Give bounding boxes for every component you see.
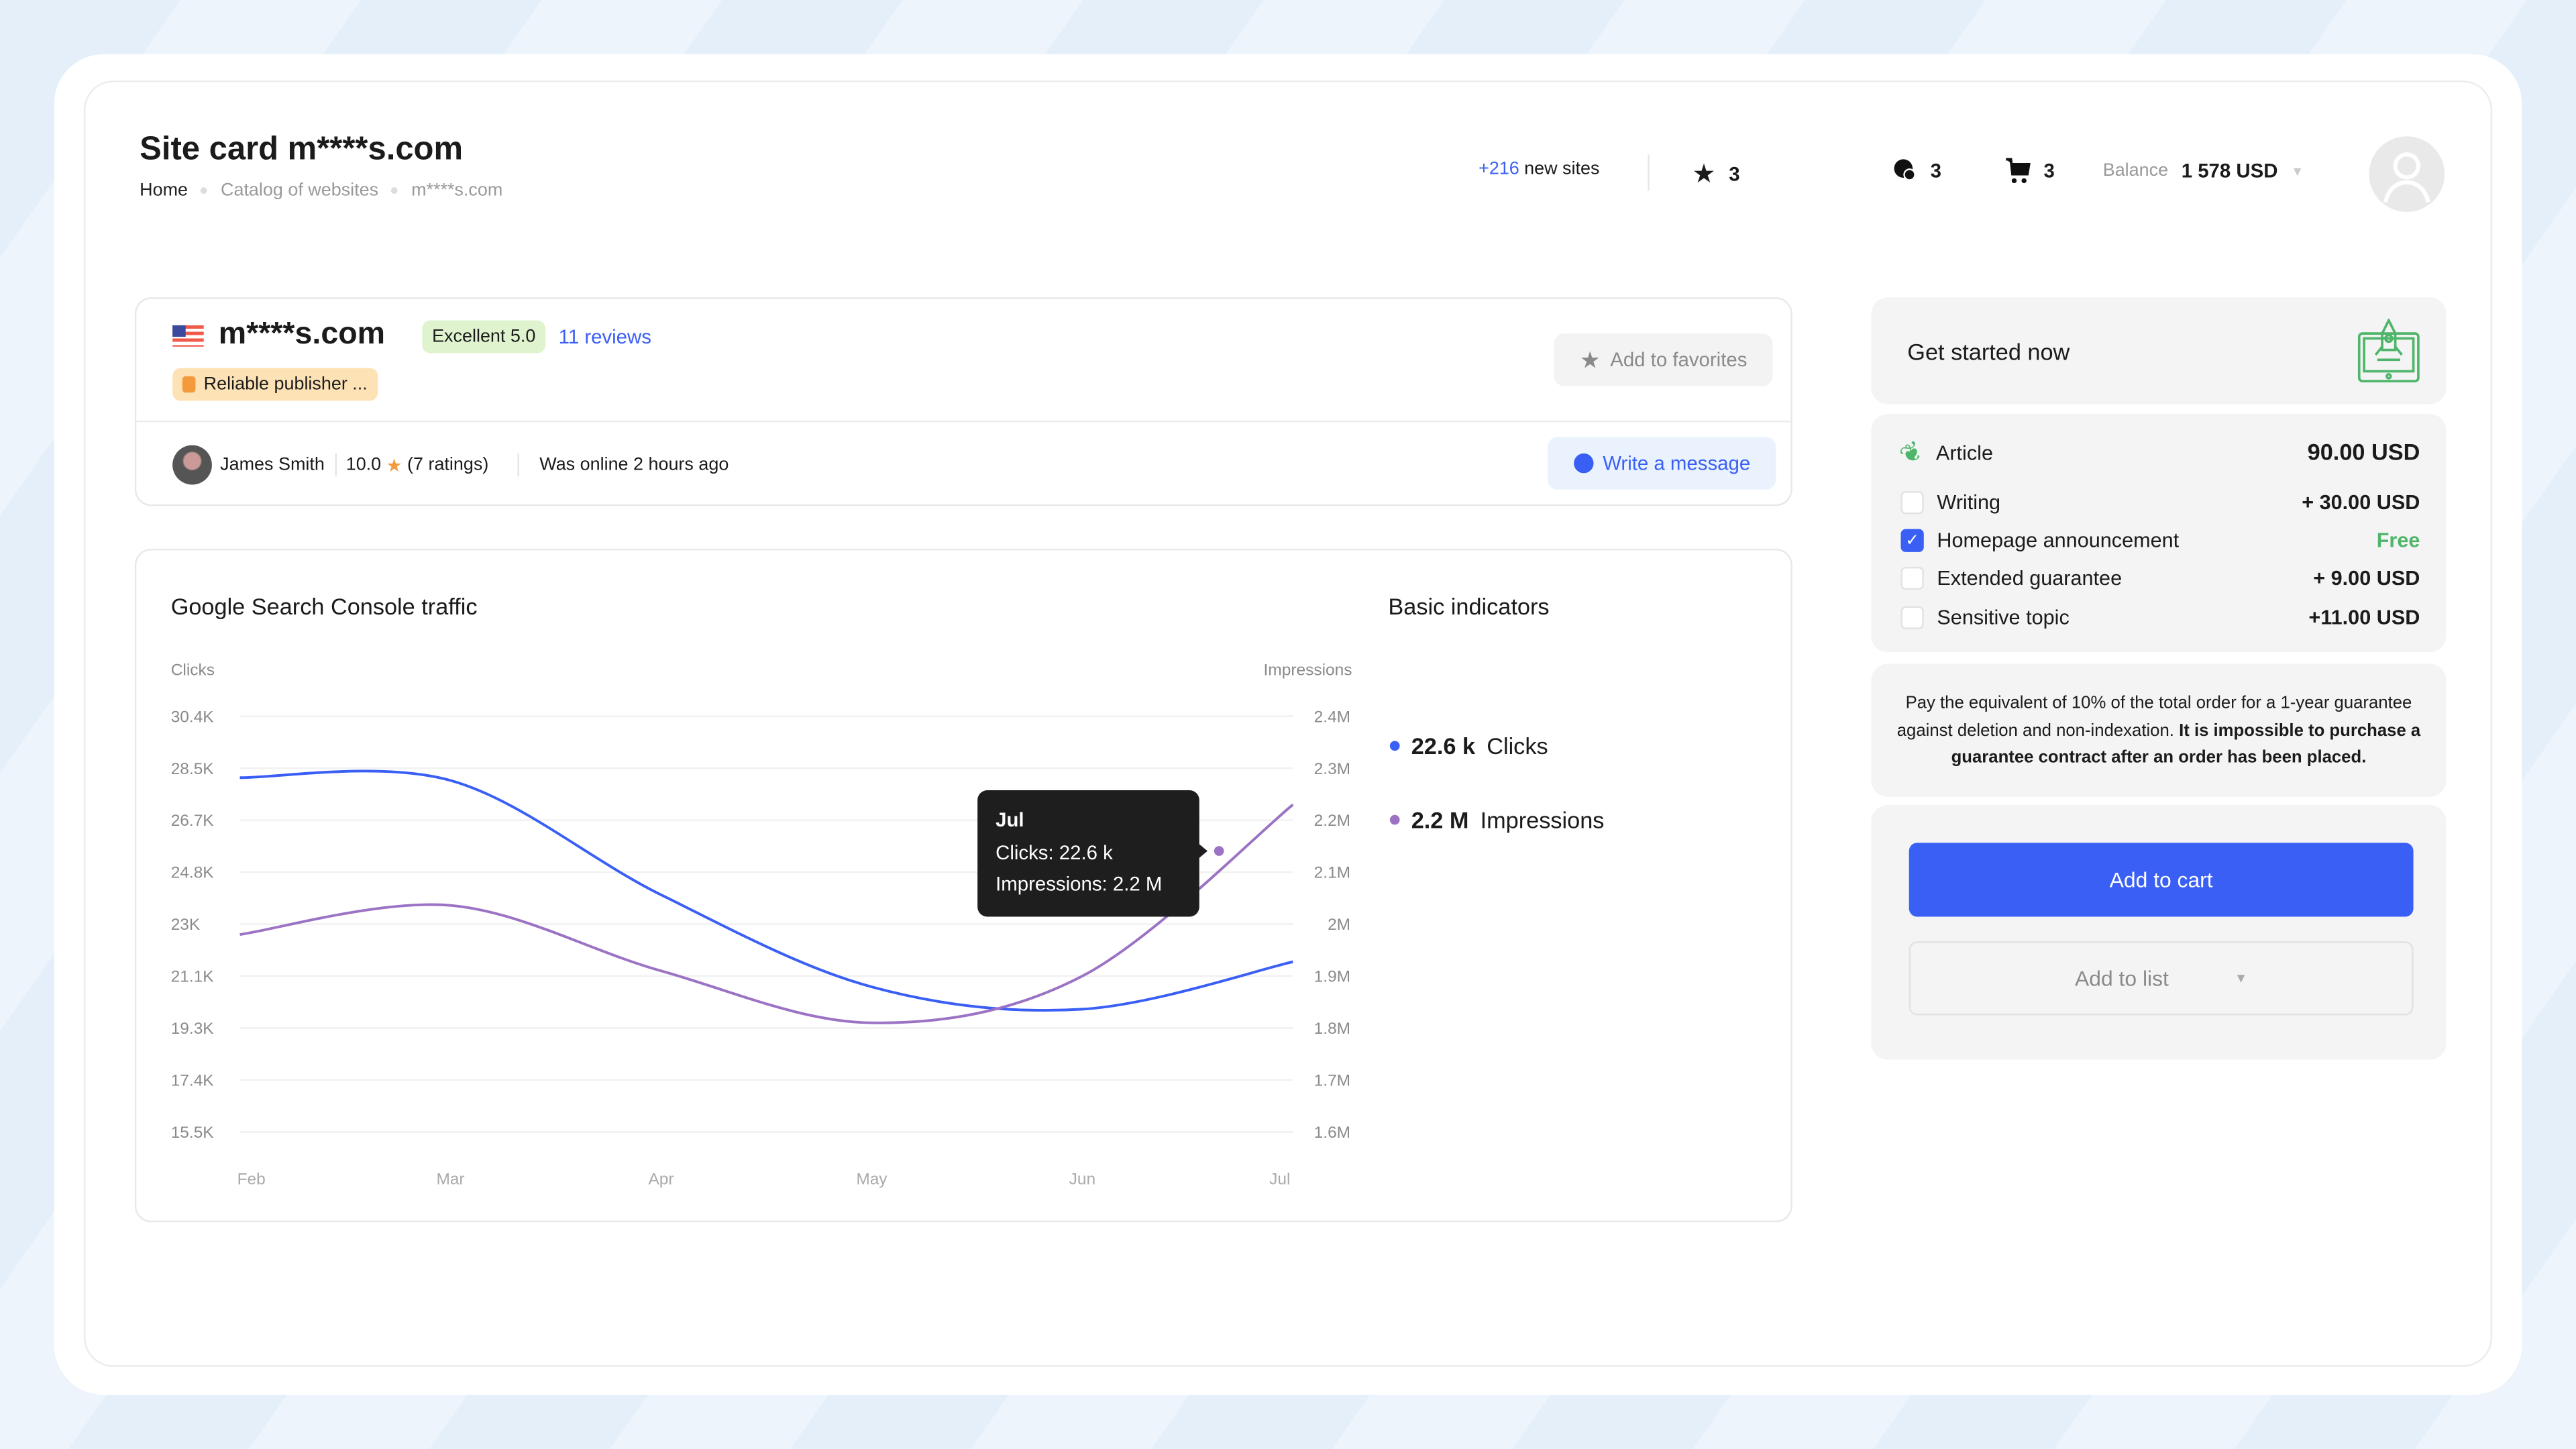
- indicators-title: Basic indicators: [1388, 593, 1550, 620]
- chevron-down-icon: ▼: [2234, 971, 2248, 986]
- chevron-down-icon: ▼: [2291, 163, 2304, 178]
- option-price: Free: [2376, 529, 2420, 552]
- publisher-badge: Reliable publisher ...: [172, 368, 378, 401]
- avatar[interactable]: [2369, 136, 2445, 212]
- y-tick-left: 23K: [171, 916, 201, 934]
- x-tick: Apr: [648, 1171, 674, 1189]
- add-to-favorites-button[interactable]: ★ Add to favorites: [1554, 333, 1773, 386]
- rating-badge: Excellent 5.0: [422, 320, 546, 354]
- y-tick-left: 19.3K: [171, 1020, 215, 1038]
- guarantee-note: Pay the equivalent of 10% of the total o…: [1871, 663, 2447, 797]
- owner-info: James Smith 10.0 ★ (7 ratings) Was online …: [220, 453, 729, 477]
- y-tick-left: 26.7K: [171, 812, 215, 830]
- x-tick: May: [856, 1171, 888, 1189]
- y-tick-right: 2.3M: [1314, 760, 1350, 778]
- get-started-title: Get started now: [1907, 338, 2070, 365]
- y-tick-left: 30.4K: [171, 708, 215, 726]
- cart-counter[interactable]: 3: [2004, 158, 2055, 184]
- page-title: Site card m****s.com: [140, 131, 464, 168]
- balance-dropdown[interactable]: Balance 1 578 USD ▼: [2102, 159, 2304, 182]
- new-sites-link[interactable]: +216 new sites: [1479, 159, 1600, 179]
- x-tick: Mar: [436, 1171, 464, 1189]
- y-tick-right: 1.8M: [1314, 1020, 1350, 1038]
- x-tick: Jun: [1069, 1171, 1095, 1189]
- checkbox: [1900, 566, 1924, 590]
- us-flag-icon: [172, 325, 204, 347]
- option-price: +11.00 USD: [2308, 606, 2420, 629]
- checkbox: [1900, 491, 1924, 515]
- star-icon: ★: [1579, 345, 1601, 372]
- y-axis-right-label: Impressions: [1263, 661, 1352, 680]
- article-price: 90.00 USD: [2307, 438, 2420, 466]
- badge-icon: [182, 376, 196, 393]
- messages-counter[interactable]: 3: [1892, 158, 1941, 182]
- y-tick-right: 1.9M: [1314, 968, 1350, 986]
- chart-title: Google Search Console traffic: [170, 593, 478, 620]
- breadcrumb-home[interactable]: Home: [140, 180, 189, 201]
- y-tick-left: 15.5K: [171, 1124, 215, 1142]
- add-to-cart-button[interactable]: Add to cart: [1909, 843, 2414, 917]
- breadcrumb: Home Catalog of websites m****s.com: [140, 180, 502, 200]
- x-tick: Jul: [1269, 1171, 1290, 1189]
- write-message-button[interactable]: Write a message: [1547, 437, 1776, 490]
- series-line-clicks: [239, 769, 1293, 1012]
- chat-icon: [1894, 159, 1916, 181]
- add-to-list-dropdown[interactable]: Add to list ▼: [1909, 941, 2414, 1016]
- series-line-impressions: [239, 803, 1294, 1024]
- chart-tooltip: Jul Clicks: 22.6 k Impressions: 2.2 M: [977, 790, 1208, 917]
- option-homepage-announcement[interactable]: ✓ Homepage announcement: [1900, 529, 2179, 552]
- y-tick-left: 17.4K: [171, 1071, 215, 1089]
- y-tick-left: 21.1K: [171, 968, 215, 986]
- y-tick-right: 2.2M: [1314, 812, 1350, 830]
- reviews-link[interactable]: 11 reviews: [558, 325, 651, 349]
- y-tick-left: 24.8K: [171, 864, 215, 882]
- y-tick-right: 2M: [1328, 916, 1350, 934]
- article-row: ❦ Article: [1896, 437, 1993, 472]
- options-panel: [1871, 414, 2447, 653]
- rocket-laptop-icon: [2357, 319, 2420, 383]
- site-domain: m****s.com: [218, 317, 386, 352]
- owner-rating: 10.0: [345, 455, 382, 475]
- option-price: + 30.00 USD: [2302, 491, 2420, 515]
- site-card: [134, 297, 1792, 506]
- y-axis-left-label: Clicks: [170, 661, 215, 680]
- tooltip-point: [1214, 846, 1224, 856]
- y-tick-right: 1.6M: [1314, 1124, 1350, 1142]
- y-tick-right: 1.7M: [1314, 1071, 1350, 1089]
- checkbox-checked: ✓: [1900, 529, 1924, 552]
- cart-icon: [2006, 158, 2031, 184]
- breadcrumb-current: m****s.com: [411, 180, 503, 201]
- get-started-panel: [1871, 297, 2447, 405]
- owner-name[interactable]: James Smith: [220, 455, 325, 475]
- star-icon: ★: [386, 455, 402, 476]
- owner-avatar: [172, 445, 212, 485]
- message-icon: [1573, 453, 1593, 474]
- option-sensitive-topic[interactable]: Sensitive topic: [1900, 606, 2070, 629]
- option-extended-guarantee[interactable]: Extended guarantee: [1900, 566, 2122, 590]
- option-price: + 9.00 USD: [2313, 566, 2420, 590]
- traffic-card: [134, 548, 1792, 1223]
- y-tick-left: 28.5K: [171, 760, 215, 778]
- favorites-counter[interactable]: ★ 3: [1692, 158, 1739, 191]
- breadcrumb-catalog[interactable]: Catalog of websites: [221, 180, 379, 201]
- indicator-clicks: 22.6 k Clicks: [1389, 733, 1548, 759]
- y-tick-right: 2.4M: [1314, 708, 1350, 726]
- indicator-impressions: 2.2 M Impressions: [1389, 806, 1604, 833]
- option-writing[interactable]: Writing: [1900, 491, 2000, 515]
- y-tick-right: 2.1M: [1314, 864, 1350, 882]
- star-icon: ★: [1692, 161, 1716, 189]
- content-frame: [83, 80, 2493, 1367]
- online-status: Was online 2 hours ago: [539, 455, 729, 475]
- x-tick: Feb: [237, 1171, 266, 1189]
- user-icon: [2383, 152, 2430, 203]
- checkbox: [1900, 606, 1924, 629]
